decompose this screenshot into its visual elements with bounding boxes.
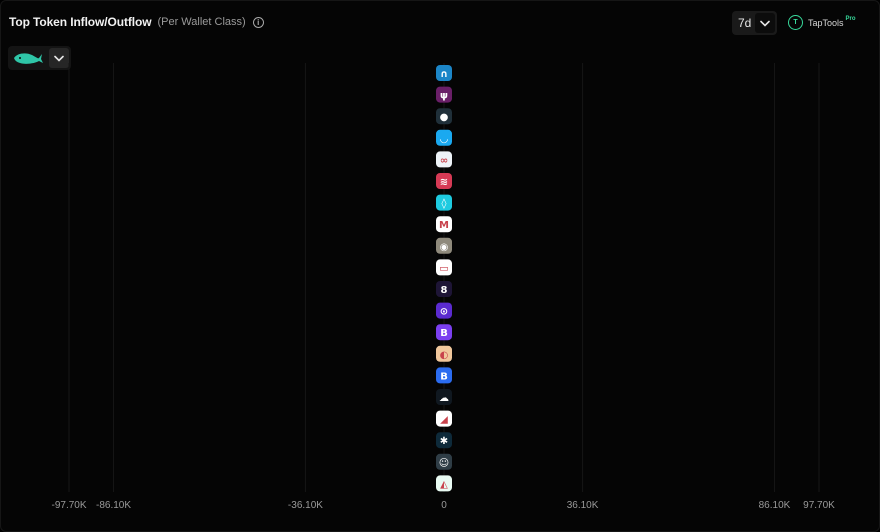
svg-text:M: M	[439, 220, 449, 231]
token-icon-14[interactable]: ◐	[436, 345, 452, 362]
x-tick-label: -97.70K	[51, 500, 86, 511]
svg-text:◭: ◭	[440, 479, 448, 490]
whale-icon	[12, 50, 44, 71]
time-range-select[interactable]: 7d	[732, 11, 777, 35]
grid-lines	[68, 63, 820, 492]
info-icon[interactable]: i	[252, 16, 264, 28]
token-icon-9[interactable]: ◉	[436, 237, 452, 254]
svg-text:∞: ∞	[440, 155, 448, 166]
svg-text:◊: ◊	[442, 198, 447, 210]
x-axis-ticks: -97.70K -86.10K -36.10K 0 36.10K 86.10K 97.70K	[51, 500, 835, 511]
svg-text:◢: ◢	[440, 415, 448, 426]
brand-tier-badge: Pro	[845, 15, 856, 22]
token-icon-13[interactable]: B	[436, 324, 452, 341]
token-icon-16[interactable]: ☁	[436, 389, 452, 405]
x-tick-label: -86.10K	[96, 500, 131, 511]
token-icons: ∩ ψ ● ◡ ∞ ≋ ◊ M ◉ ▭ 8 ⊙ B ◐ B ☁ ◢ ✱ ☺ ◭	[436, 65, 452, 492]
chart-subtitle: (Per Wallet Class)	[157, 16, 246, 28]
chevron-down-icon[interactable]	[49, 48, 69, 68]
svg-text:∩: ∩	[440, 69, 448, 80]
x-tick-label: 36.10K	[567, 500, 599, 511]
token-icon-10[interactable]: ▭	[436, 259, 452, 276]
token-icon-17[interactable]: ◢	[436, 410, 452, 427]
token-icon-11[interactable]: 8	[436, 281, 452, 297]
x-tick-label: 97.70K	[803, 500, 835, 511]
svg-text:ψ: ψ	[440, 91, 448, 102]
token-icon-6[interactable]: ≋	[436, 173, 452, 189]
svg-text:B: B	[440, 328, 448, 339]
svg-text:●: ●	[440, 112, 449, 123]
token-icon-20[interactable]: ◭	[436, 475, 452, 492]
svg-text:☁: ☁	[439, 393, 449, 404]
header: Top Token Inflow/Outflow (Per Wallet Cla…	[9, 15, 264, 29]
token-icon-18[interactable]: ✱	[436, 432, 452, 449]
x-tick-label: 86.10K	[759, 500, 791, 511]
token-icon-2[interactable]: ψ	[436, 86, 452, 103]
token-icon-4[interactable]: ◡	[436, 129, 452, 146]
svg-text:8: 8	[441, 285, 448, 296]
svg-text:⊙: ⊙	[440, 307, 448, 318]
wallet-class-select[interactable]	[8, 46, 71, 70]
brand: T TapTools Pro	[788, 15, 856, 30]
brand-name: TapTools	[808, 17, 844, 28]
token-icon-3[interactable]: ●	[436, 108, 452, 125]
svg-text:◉: ◉	[440, 242, 449, 253]
svg-text:◡: ◡	[440, 134, 448, 145]
x-tick-label: 0	[441, 500, 447, 511]
time-range-value: 7d	[738, 16, 752, 30]
chevron-down-icon[interactable]	[755, 13, 775, 33]
svg-text:≋: ≋	[440, 177, 448, 188]
token-icon-12[interactable]: ⊙	[436, 302, 452, 319]
token-icon-19[interactable]: ☺	[436, 453, 452, 470]
token-icon-8[interactable]: M	[436, 216, 452, 233]
svg-text:◐: ◐	[440, 350, 449, 361]
token-icon-5[interactable]: ∞	[436, 151, 452, 168]
svg-text:B: B	[440, 371, 448, 382]
bars	[162, 71, 818, 485]
chart-title: Top Token Inflow/Outflow	[9, 15, 152, 29]
x-tick-label: -36.10K	[288, 500, 323, 511]
taptools-logo-icon: T	[788, 15, 803, 30]
token-icon-15[interactable]: B	[436, 367, 452, 384]
svg-text:☺: ☺	[439, 458, 449, 469]
token-icon-7[interactable]: ◊	[436, 194, 452, 211]
svg-text:▭: ▭	[439, 263, 448, 274]
token-icon-1[interactable]: ∩	[436, 65, 452, 81]
svg-text:✱: ✱	[440, 436, 448, 447]
